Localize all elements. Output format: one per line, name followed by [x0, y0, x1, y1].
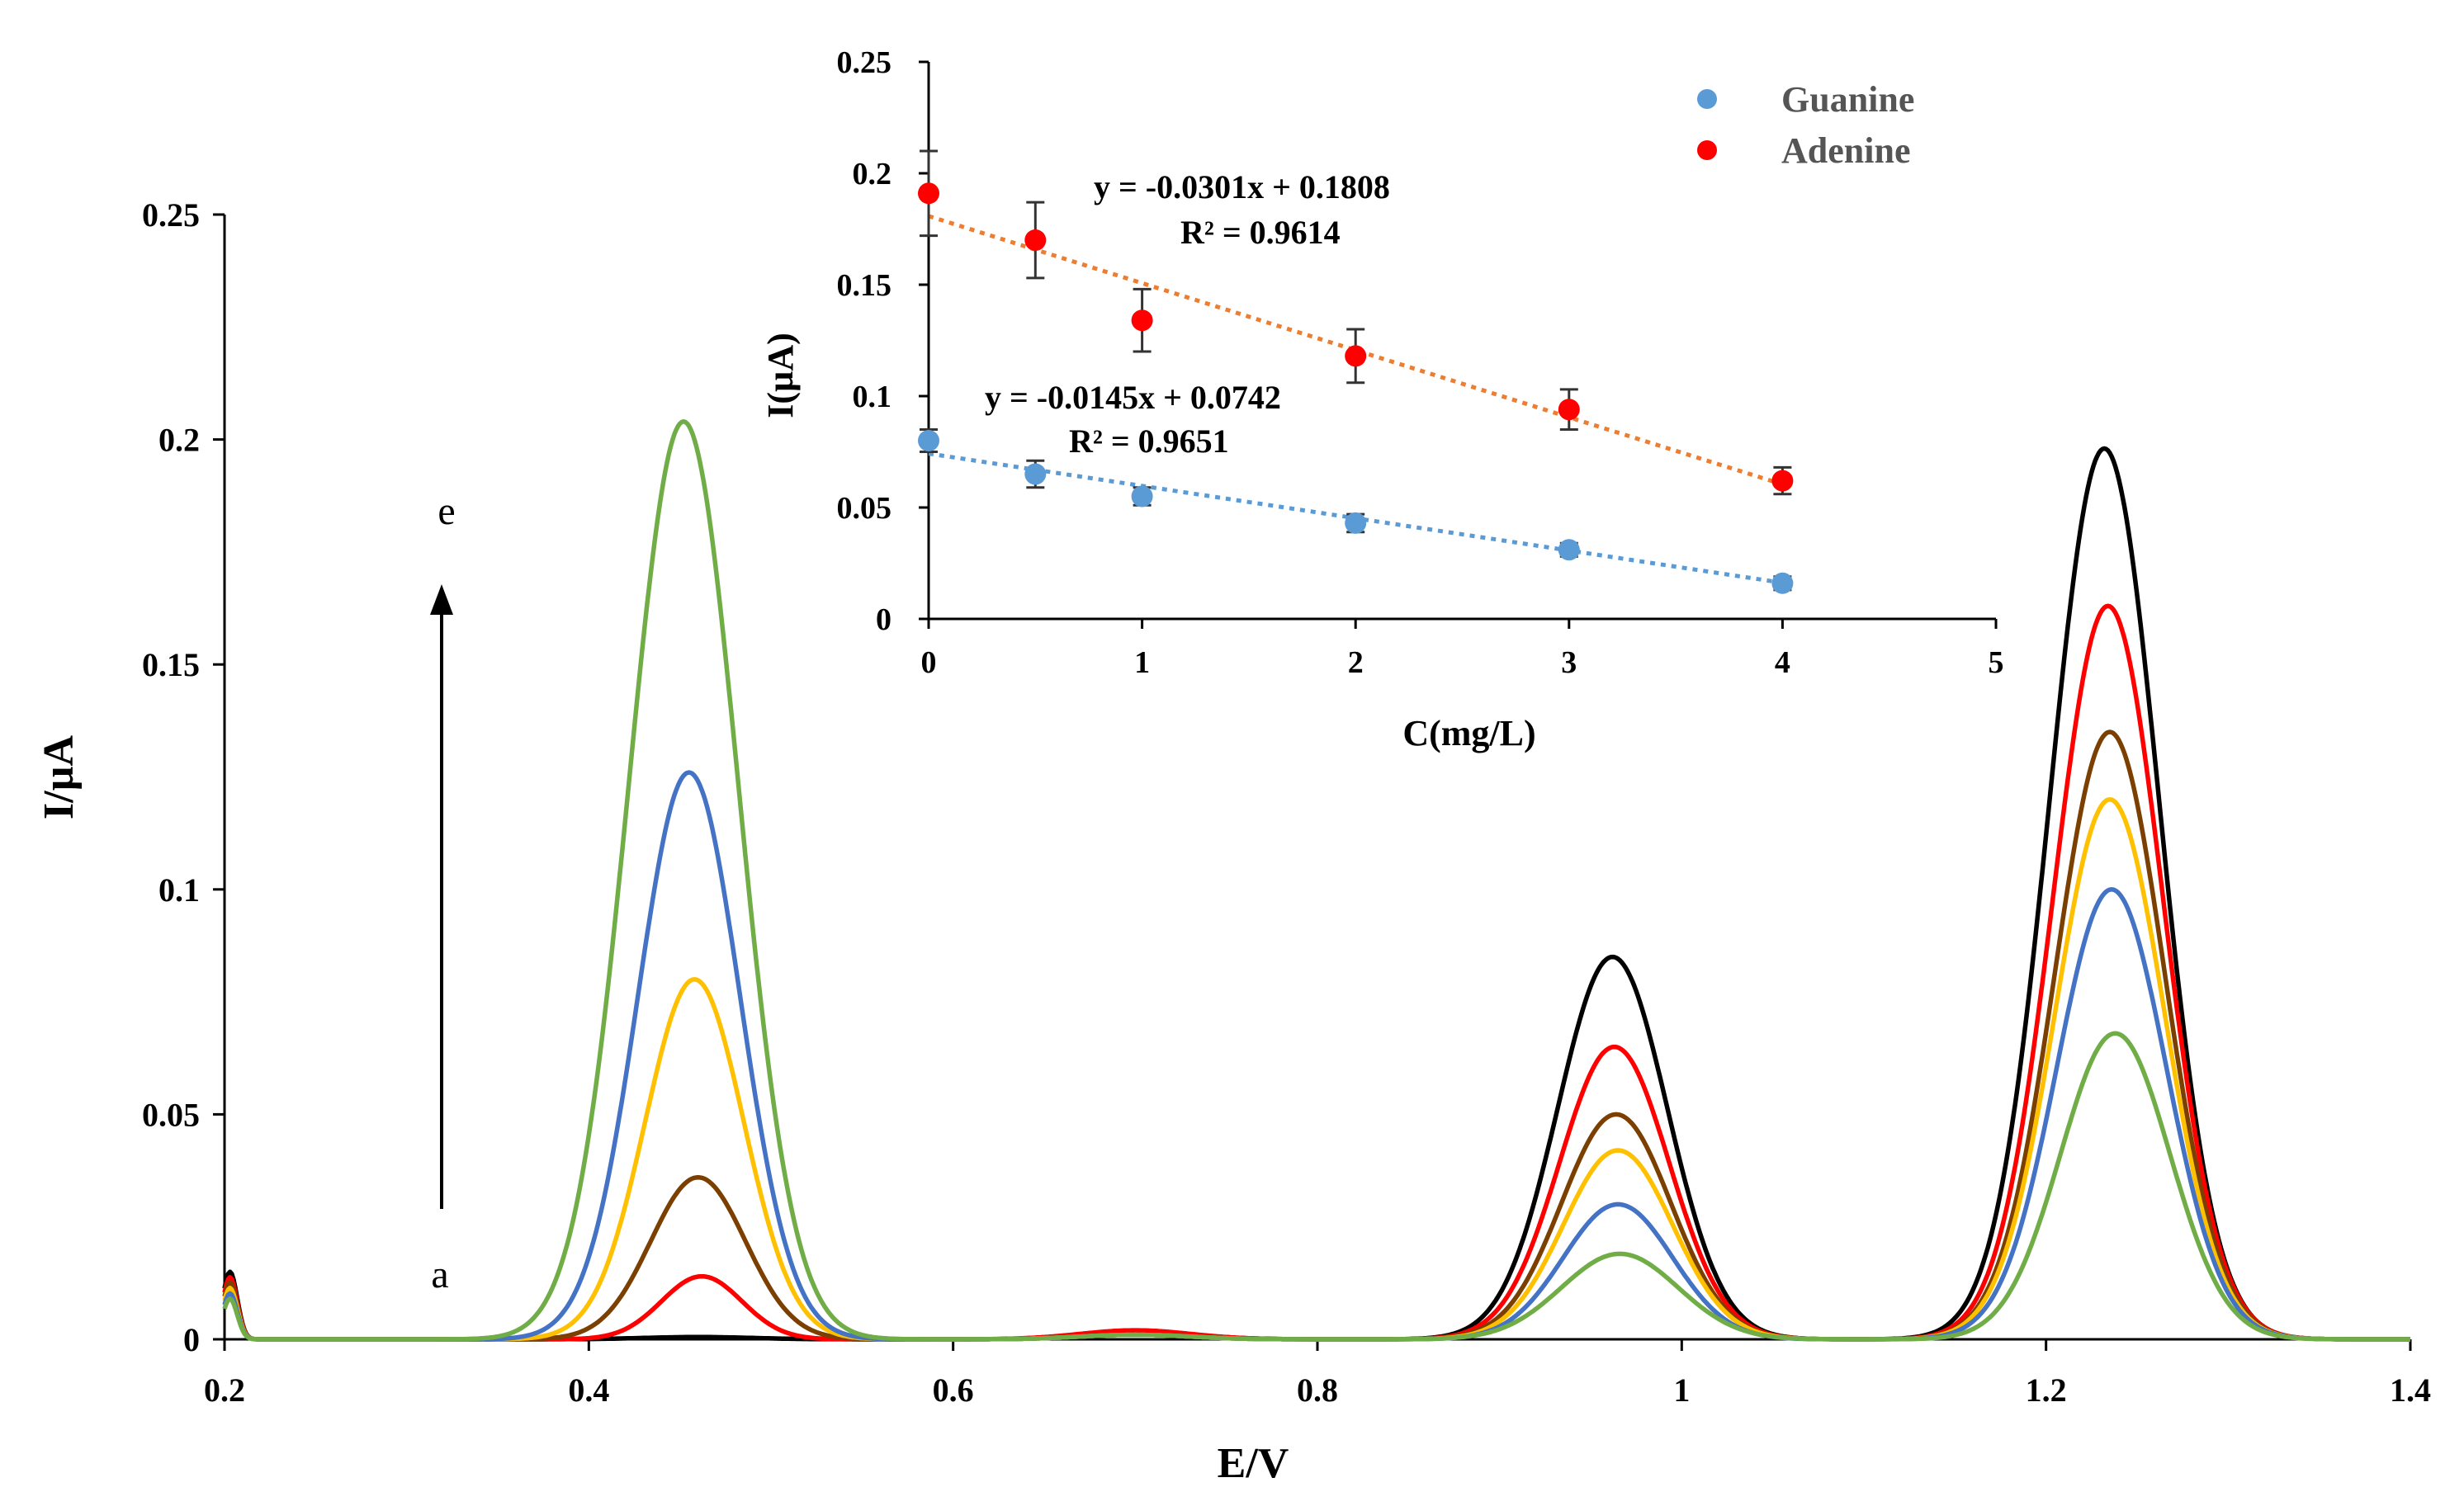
main-series-b-line	[222, 603, 2411, 1342]
inset-legend: Guanine Adenine	[1697, 79, 1914, 171]
label-e: e	[437, 489, 455, 533]
inset-y-tick-label: 0.25	[837, 45, 892, 80]
inset-y-label: I(µA)	[760, 333, 801, 418]
main-x-tick-label: 0.2	[204, 1371, 245, 1409]
main-y-tick-label: 0.25	[142, 196, 200, 234]
inset-y-tick-label: 0.15	[837, 268, 892, 303]
main-y-tick-label: 0.15	[142, 646, 200, 683]
adenine-equation: y = -0.0301x + 0.1808	[1094, 168, 1390, 205]
inset-y-tick-label: 0	[876, 602, 891, 637]
adenine-data-point	[1024, 229, 1047, 251]
adenine-data-point	[1771, 470, 1794, 492]
main-series-a-line	[222, 446, 2411, 1342]
guanine-data-point	[1131, 485, 1153, 508]
guanine-data-point	[1024, 463, 1047, 485]
main-x-tick-label: 1.4	[2390, 1371, 2431, 1409]
main-series-group	[222, 419, 2411, 1342]
guanine-data-point	[1558, 539, 1580, 561]
inset-x-tick-label: 5	[1989, 645, 2004, 680]
inset-x-tick-label: 2	[1348, 645, 1364, 680]
inset-y-tick-label: 0.2	[853, 157, 892, 191]
main-chart: 00.050.10.150.20.25 0.2 0.4 0.6 0.8 1 1.2 1.4 …	[35, 196, 2431, 1487]
main-y-label: I/µA	[35, 734, 83, 819]
inset-series-group	[918, 149, 1794, 594]
trend-arrow-head	[430, 584, 453, 615]
adenine-r2: R² = 0.9614	[1180, 214, 1341, 251]
main-series-f-line	[222, 419, 2411, 1342]
inset-x-label: C(mg/L)	[1402, 713, 1535, 753]
main-y-tick-label: 0.05	[142, 1096, 200, 1133]
main-x-tick-label: 0.8	[1297, 1371, 1338, 1409]
inset-x-tick-label: 1	[1134, 645, 1150, 680]
legend-adenine-label: Adenine	[1781, 130, 1910, 171]
adenine-data-point	[1345, 345, 1367, 367]
main-x-tick-label: 1	[1673, 1371, 1690, 1409]
inset-y-ticks: 0 0.05 0.1 0.15 0.2 0.25	[837, 45, 929, 637]
inset-y-tick-label: 0.1	[853, 380, 892, 414]
main-y-ticks: 0 0.05 0.1 0.15 0.2 0.25	[142, 196, 225, 1358]
main-y-tick-label: 0.2	[158, 422, 200, 459]
main-x-ticks: 0.2 0.4 0.6 0.8 1 1.2 1.4	[204, 1339, 2431, 1409]
guanine-data-point	[1771, 572, 1794, 594]
inset-x-tick-label: 4	[1775, 645, 1790, 680]
main-y-tick-label: 0	[183, 1321, 200, 1358]
guanine-data-point	[918, 430, 939, 451]
main-x-tick-label: 1.2	[2026, 1371, 2067, 1409]
legend-adenine-marker	[1697, 140, 1717, 160]
inset-y-tick-label: 0.05	[837, 491, 892, 526]
adenine-data-point	[918, 182, 939, 205]
main-x-tick-label: 0.6	[933, 1371, 974, 1409]
main-x-tick-label: 0.4	[568, 1371, 609, 1409]
guanine-equation: y = -0.0145x + 0.0742	[985, 379, 1281, 416]
inset-x-tick-label: 0	[921, 645, 937, 680]
legend-guanine-marker	[1697, 89, 1717, 109]
main-x-label: E/V	[1218, 1440, 1289, 1487]
main-y-tick-label: 0.1	[158, 871, 200, 909]
inset-x-ticks: 0 1 2 3 4 5	[921, 619, 2004, 680]
inset-chart: 0 0.05 0.1 0.15 0.2 0.25 0 1 2 3 4 5 C(mg/L) I(µA)…	[760, 45, 2004, 753]
main-series-c-line	[222, 729, 2411, 1342]
adenine-data-point	[1558, 399, 1580, 421]
main-series-d-line	[222, 797, 2411, 1342]
adenine-data-point	[1131, 309, 1153, 332]
legend-guanine-label: Guanine	[1781, 79, 1914, 120]
inset-x-tick-label: 3	[1561, 645, 1577, 680]
label-a: a	[431, 1253, 448, 1296]
guanine-r2: R² = 0.9651	[1069, 423, 1229, 460]
guanine-data-point	[1345, 512, 1367, 534]
